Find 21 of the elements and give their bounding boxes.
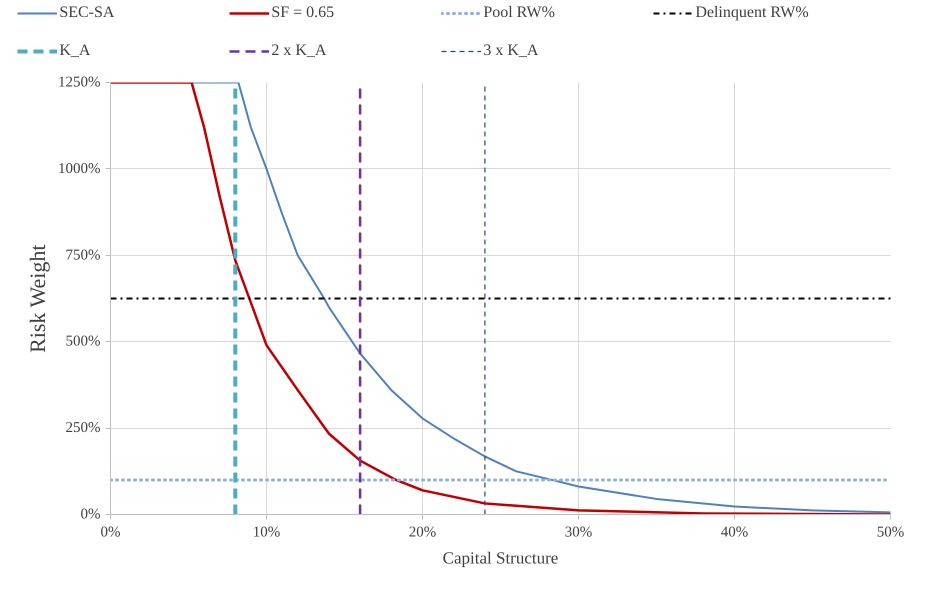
- legend-label: Delinquent RW%: [695, 4, 810, 22]
- legend-label: SEC-SA: [59, 4, 116, 22]
- x-tick-label: 20%: [408, 524, 436, 540]
- x-tick-label: 10%: [252, 524, 280, 540]
- y-axis-title: Risk Weight: [25, 244, 50, 353]
- legend-label: Pool RW%: [483, 4, 556, 22]
- legend-label: SF = 0.65: [271, 4, 336, 22]
- x-tick-label: 0%: [100, 524, 120, 540]
- y-tick-label: 0%: [80, 506, 101, 522]
- x-tick-label: 50%: [876, 524, 904, 540]
- x-axis-title: Capital Structure: [442, 548, 558, 568]
- y-tick-label: 1000%: [58, 160, 101, 177]
- legend-label: K_A: [59, 42, 92, 60]
- y-tick-label: 500%: [66, 334, 101, 350]
- x-tick-label: 30%: [564, 524, 592, 540]
- y-tick-label: 250%: [66, 420, 101, 436]
- y-tick-label: 750%: [66, 247, 101, 264]
- legend-label: 3 x K_A: [483, 42, 540, 60]
- x-tick-label: 40%: [720, 524, 748, 540]
- y-tick-label: 1250%: [58, 74, 101, 90]
- legend-label: 2 x K_A: [271, 42, 328, 60]
